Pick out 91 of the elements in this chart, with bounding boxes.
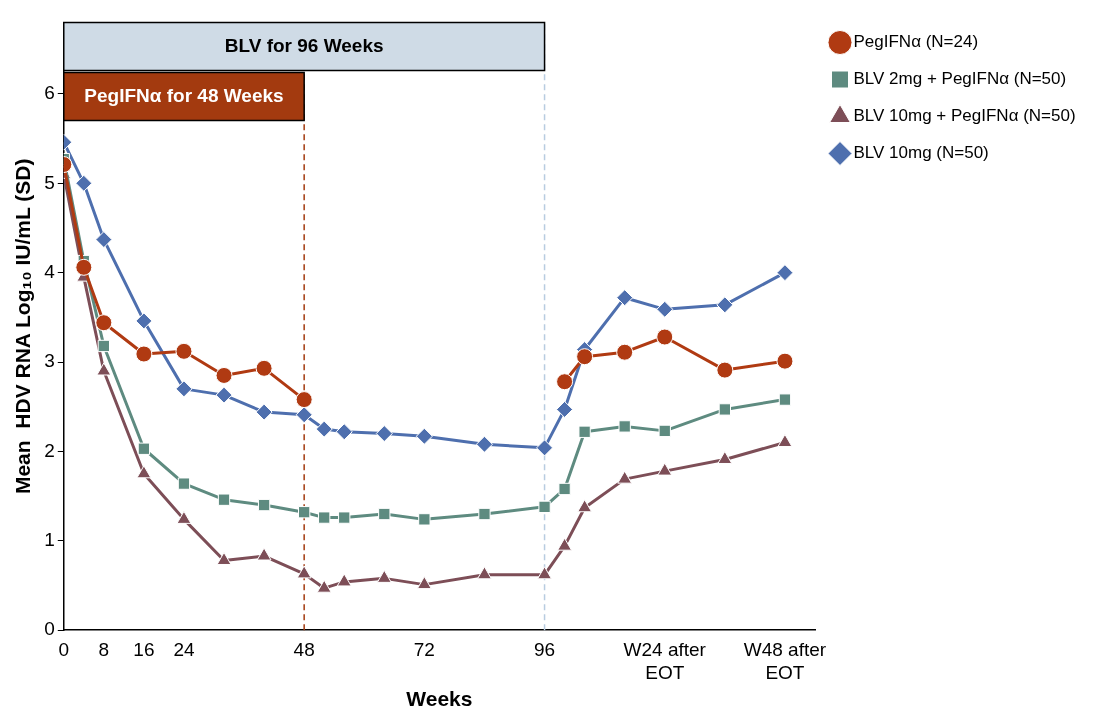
point — [556, 373, 574, 391]
point — [538, 500, 551, 514]
band-label: PegIFNα for 48 Weeks — [84, 84, 284, 106]
y-tick-label: 1 — [44, 529, 55, 551]
point — [295, 406, 313, 424]
point — [556, 400, 574, 418]
legend-label: BLV 10mg (N=50) — [853, 143, 989, 163]
point — [616, 343, 634, 361]
x-tick-label: 16 — [133, 638, 155, 660]
point — [255, 403, 273, 421]
point — [217, 493, 231, 506]
x-tick-label: 48 — [293, 638, 315, 660]
band-label: BLV for 96 Weeks — [224, 34, 384, 56]
y-axis-title: Mean HDV RNA Log₁₀ IU/mL (SD) — [11, 158, 35, 495]
point — [536, 439, 554, 457]
point — [96, 362, 112, 376]
point — [557, 537, 573, 551]
point — [375, 425, 393, 443]
point — [477, 566, 492, 580]
point — [378, 507, 391, 521]
point — [135, 312, 153, 330]
point — [776, 352, 794, 370]
point — [318, 511, 331, 524]
point — [338, 511, 351, 524]
point — [255, 359, 273, 377]
x-tick-label: W24 after EOT — [623, 638, 707, 683]
x-axis-title: Weeks — [406, 687, 473, 711]
point — [778, 393, 792, 406]
point — [576, 348, 594, 366]
point — [95, 231, 113, 249]
point — [578, 425, 591, 438]
point — [577, 499, 593, 513]
point — [315, 420, 333, 438]
point — [658, 424, 671, 438]
point — [656, 300, 674, 318]
point — [137, 442, 151, 455]
point — [335, 423, 353, 441]
y-tick-label: 0 — [44, 618, 55, 640]
point — [135, 345, 153, 363]
point — [718, 403, 732, 416]
y-tick-label: 3 — [44, 350, 55, 372]
point — [298, 506, 311, 519]
point — [656, 328, 674, 346]
y-tick-label: 4 — [44, 260, 56, 282]
point — [75, 174, 93, 192]
point — [717, 450, 733, 464]
point — [216, 551, 232, 565]
x-tick-label: 8 — [98, 638, 110, 660]
x-tick-label: 0 — [58, 638, 70, 660]
point — [296, 565, 312, 579]
point — [537, 566, 552, 580]
point — [616, 289, 634, 307]
point — [336, 573, 352, 587]
point — [257, 498, 271, 512]
point — [478, 507, 491, 521]
point — [295, 391, 313, 409]
point — [657, 462, 673, 476]
point — [376, 569, 392, 583]
point — [256, 547, 272, 561]
point — [558, 482, 571, 496]
point — [177, 477, 191, 490]
point — [175, 342, 193, 360]
point — [176, 510, 192, 524]
legend-label: BLV 2mg + PegIFNα (N=50) — [853, 69, 1067, 89]
x-tick-label: 72 — [413, 638, 435, 660]
x-tick-label: 24 — [173, 638, 195, 660]
x-tick-label: W48 after EOT — [743, 638, 827, 683]
point — [418, 513, 431, 526]
point — [95, 314, 113, 332]
point — [97, 339, 110, 353]
point — [316, 579, 332, 593]
point — [215, 386, 233, 404]
point — [475, 435, 493, 453]
y-tick-label: 6 — [44, 82, 55, 104]
point — [617, 470, 633, 484]
point — [776, 264, 794, 282]
point — [618, 420, 631, 433]
point — [75, 258, 93, 276]
point — [175, 380, 193, 398]
point — [416, 576, 432, 590]
legend-label: BLV 10mg + PegIFNα (N=50) — [853, 106, 1076, 126]
y-tick-label: 2 — [44, 439, 55, 461]
point — [777, 434, 793, 447]
x-tick-label: 96 — [533, 638, 556, 660]
legend-label: PegIFNα (N=24) — [853, 32, 979, 52]
y-tick-label: 5 — [44, 171, 55, 193]
point — [716, 296, 734, 314]
point — [215, 366, 233, 384]
point — [136, 465, 152, 479]
point — [716, 361, 734, 379]
point — [415, 427, 433, 445]
